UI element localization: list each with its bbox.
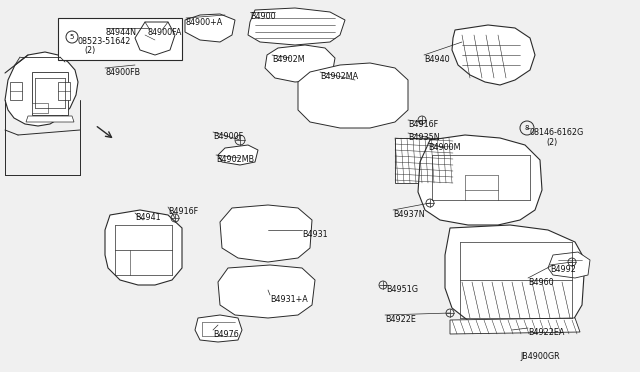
Text: B4902MB: B4902MB xyxy=(216,155,254,164)
Polygon shape xyxy=(26,116,74,122)
Polygon shape xyxy=(265,45,335,82)
Text: B4902M: B4902M xyxy=(272,55,305,64)
Text: JB4900GR: JB4900GR xyxy=(520,352,559,361)
Polygon shape xyxy=(445,225,585,332)
Polygon shape xyxy=(135,22,175,55)
Polygon shape xyxy=(218,265,315,318)
Text: B4951G: B4951G xyxy=(386,285,418,294)
Polygon shape xyxy=(32,103,48,113)
Text: 08523-51642: 08523-51642 xyxy=(78,37,131,46)
Text: 84944N: 84944N xyxy=(106,28,137,37)
Polygon shape xyxy=(548,252,590,278)
Text: B4916F: B4916F xyxy=(168,207,198,216)
Text: (2): (2) xyxy=(84,46,95,55)
Text: B4976: B4976 xyxy=(213,330,239,339)
Polygon shape xyxy=(185,14,235,42)
Polygon shape xyxy=(105,210,182,285)
Text: 8: 8 xyxy=(525,125,529,131)
Text: 08146-6162G: 08146-6162G xyxy=(530,128,584,137)
Text: B4931: B4931 xyxy=(302,230,328,239)
Text: (2): (2) xyxy=(546,138,557,147)
Text: B4900M: B4900M xyxy=(428,143,461,152)
Polygon shape xyxy=(418,135,542,225)
Text: 84900+A: 84900+A xyxy=(186,18,223,27)
Polygon shape xyxy=(452,25,535,85)
Polygon shape xyxy=(395,138,453,183)
Polygon shape xyxy=(220,205,312,262)
Text: 84900FA: 84900FA xyxy=(148,28,182,37)
Text: B4941: B4941 xyxy=(135,213,161,222)
Text: 84900FB: 84900FB xyxy=(105,68,140,77)
Polygon shape xyxy=(58,82,70,100)
Polygon shape xyxy=(218,145,258,165)
Text: B4937N: B4937N xyxy=(393,210,424,219)
Polygon shape xyxy=(10,82,22,100)
Text: B4922EA: B4922EA xyxy=(528,328,564,337)
Text: B4931+A: B4931+A xyxy=(270,295,308,304)
Polygon shape xyxy=(450,318,580,334)
Text: B4935N: B4935N xyxy=(408,133,440,142)
Text: B4922E: B4922E xyxy=(385,315,416,324)
Text: B4900F: B4900F xyxy=(213,132,243,141)
Polygon shape xyxy=(248,8,345,45)
Polygon shape xyxy=(32,72,68,115)
Text: B4960: B4960 xyxy=(528,278,554,287)
Text: B4992: B4992 xyxy=(550,265,576,274)
Polygon shape xyxy=(195,315,242,342)
Polygon shape xyxy=(298,63,408,128)
Text: B4902MA: B4902MA xyxy=(320,72,358,81)
FancyBboxPatch shape xyxy=(58,18,182,60)
Polygon shape xyxy=(5,52,78,126)
Text: B4916F: B4916F xyxy=(408,120,438,129)
Text: B4900: B4900 xyxy=(250,12,276,21)
Text: 5: 5 xyxy=(70,34,74,40)
Text: B4940: B4940 xyxy=(424,55,450,64)
